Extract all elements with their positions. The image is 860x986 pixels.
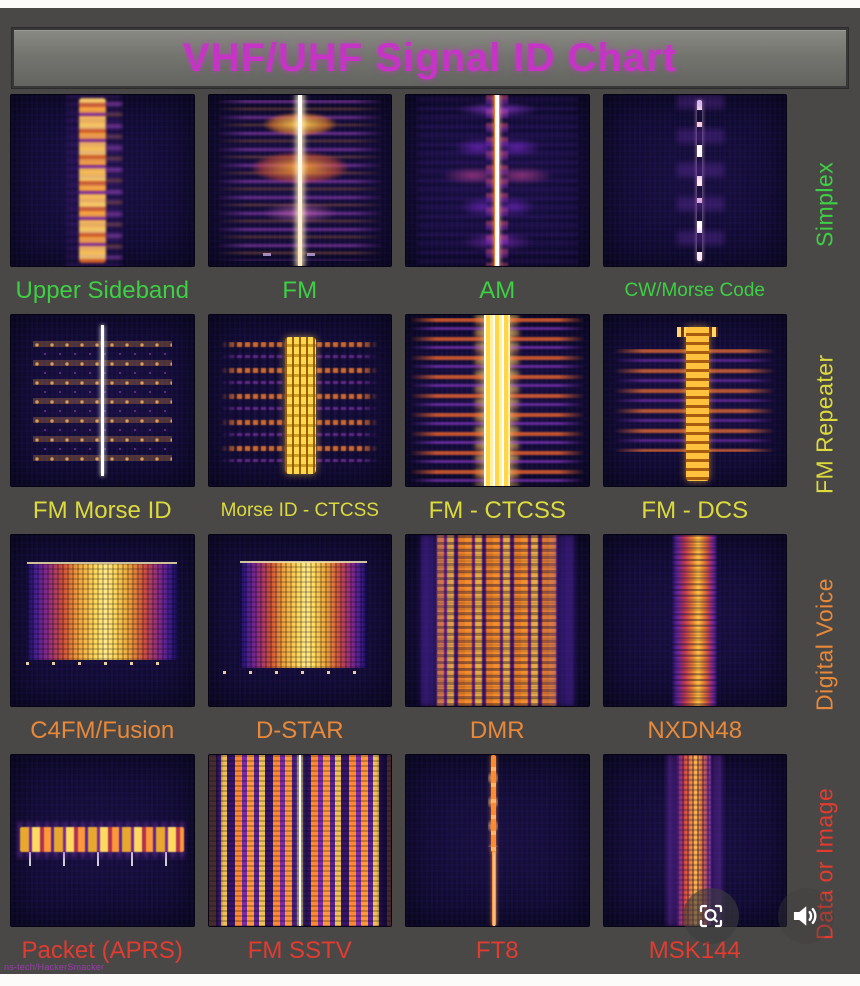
category-label-digital-voice: Digital Voice	[811, 577, 838, 711]
texture-layer	[437, 535, 558, 706]
cell-fm: FM	[207, 94, 392, 314]
spectrogram-cw-morse	[602, 94, 787, 267]
texture-layer	[486, 95, 509, 266]
signal-label: MSK144	[648, 936, 741, 964]
texture-layer	[676, 326, 719, 338]
cell-d-star: D-STAR	[207, 534, 392, 754]
cell-dmr: DMR	[405, 534, 590, 754]
lens-search-icon	[696, 901, 726, 931]
texture-layer	[263, 252, 337, 256]
audio-button[interactable]	[778, 888, 834, 944]
signal-label: DMR	[469, 716, 525, 744]
spectrogram-morse-id-ctcss	[207, 314, 392, 487]
texture-layer	[239, 560, 368, 563]
signal-label: Packet (APRS)	[21, 936, 183, 964]
spectrogram-fm-sstv	[207, 754, 392, 927]
chart-frame: VHF/UHF Signal ID Chart Upper Sideband F…	[0, 8, 860, 974]
signal-label: NXDN48	[647, 716, 743, 744]
cell-morse-id-ctcss: Morse ID - CTCSS	[207, 314, 392, 534]
signal-label: Morse ID - CTCSS	[220, 499, 379, 521]
texture-layer	[488, 772, 499, 848]
texture-layer	[27, 562, 178, 565]
signal-label: AM	[479, 276, 516, 304]
cell-nxdn48: NXDN48	[602, 534, 787, 754]
spectrogram-fm-dcs	[602, 314, 787, 487]
category-label-fm-repeater: FM Repeater	[811, 354, 838, 494]
cell-fm-morse-id: FM Morse ID	[10, 314, 195, 534]
cell-fm-ctcss: FM - CTCSS	[405, 314, 590, 534]
cell-fm-sstv: FM SSTV	[207, 754, 392, 974]
spectrogram-d-star	[207, 534, 392, 707]
signal-label: FM - DCS	[641, 496, 749, 524]
signal-label: FM - CTCSS	[428, 496, 566, 524]
signal-label: FT8	[475, 936, 519, 964]
texture-layer	[32, 340, 172, 464]
spectrogram-dmr	[405, 534, 590, 707]
spectrogram-upper-sideband	[10, 94, 195, 267]
spectrogram-nxdn48	[602, 534, 787, 707]
page-title: VHF/UHF Signal ID Chart	[182, 35, 678, 80]
cell-ft8: FT8	[405, 754, 590, 974]
signal-grid: Upper Sideband FM AM CW/Morse Code Simpl…	[0, 94, 860, 974]
signal-label: Upper Sideband	[15, 276, 189, 304]
spectrogram-fm-ctcss	[405, 314, 590, 487]
spectrogram-packet-aprs	[10, 754, 195, 927]
image-search-lens-button[interactable]	[683, 888, 739, 944]
watermark: ns-tech/HackerSmacker	[4, 962, 105, 972]
cell-cw-morse: CW/Morse Code	[602, 94, 787, 314]
spectrogram-fm-morse-id	[10, 314, 195, 487]
signal-label: FM Morse ID	[32, 496, 172, 524]
cell-am: AM	[405, 94, 590, 314]
cell-packet-aprs: Packet (APRS)	[10, 754, 195, 974]
speaker-icon	[789, 899, 823, 933]
signal-label: D-STAR	[255, 716, 344, 744]
spectrogram-c4fm-fusion	[10, 534, 195, 707]
signal-label: C4FM/Fusion	[30, 716, 175, 744]
spectrogram-fm	[207, 94, 392, 267]
cell-msk144: MSK144	[602, 754, 787, 974]
spectrogram-msk144	[602, 754, 787, 927]
category-label-simplex: Simplex	[811, 161, 838, 247]
cell-c4fm-fusion: C4FM/Fusion	[10, 534, 195, 754]
texture-layer	[29, 852, 176, 867]
spectrogram-am	[405, 94, 590, 267]
texture-layer	[475, 315, 520, 486]
cell-fm-dcs: FM - DCS	[602, 314, 787, 534]
title-bar: VHF/UHF Signal ID Chart	[12, 28, 848, 88]
texture-layer	[208, 755, 391, 926]
cell-upper-sideband: Upper Sideband	[10, 94, 195, 314]
signal-label: FM SSTV	[247, 936, 352, 964]
texture-layer	[105, 101, 123, 260]
signal-label: FM	[282, 276, 318, 304]
spectrogram-ft8	[405, 754, 590, 927]
signal-label: CW/Morse Code	[624, 279, 765, 301]
